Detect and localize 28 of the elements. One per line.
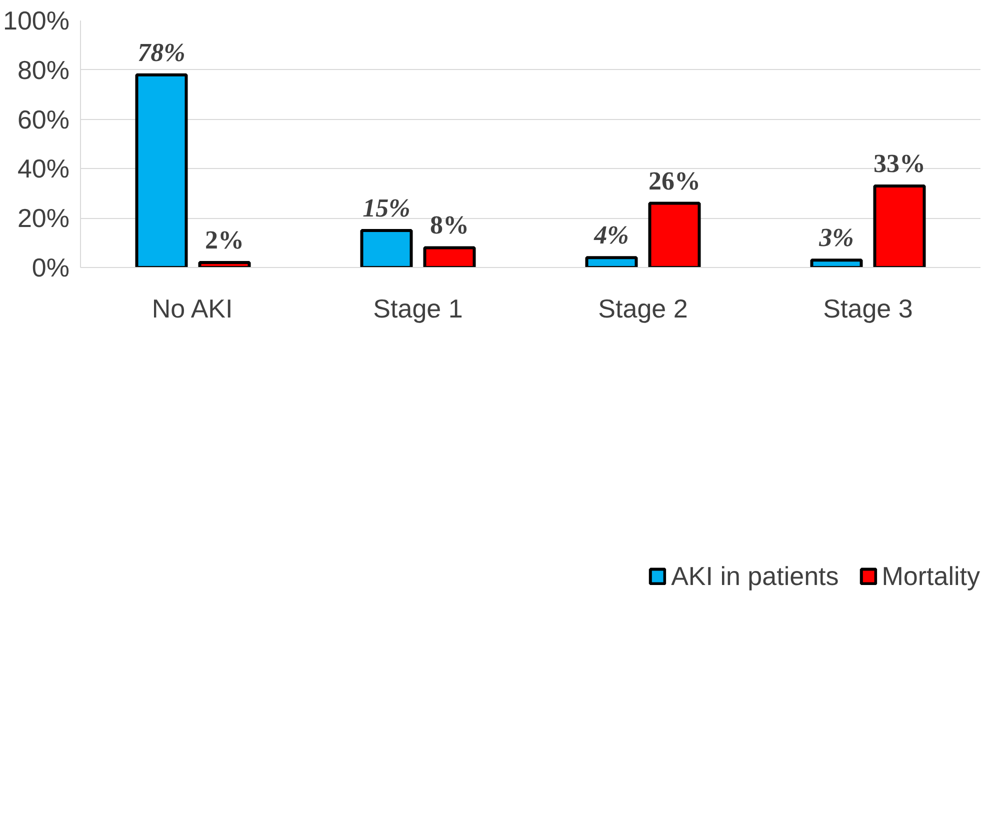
data-label: 4% (593, 220, 629, 250)
y-tick-label: 60% (17, 104, 70, 134)
bar (873, 184, 926, 268)
y-tick-label: 20% (17, 203, 70, 234)
data-label: 2% (205, 226, 244, 255)
bar (198, 261, 251, 268)
x-tick-label: Stage 2 (598, 294, 688, 324)
x-tick-label: Stage 1 (373, 294, 463, 324)
y-tick-label: 0% (32, 252, 70, 282)
x-tick-label: No AKI (152, 294, 233, 324)
data-label: 26% (648, 166, 700, 196)
legend-label: AKI in patients (671, 560, 839, 592)
data-label: 3% (818, 223, 854, 252)
bar (423, 246, 476, 268)
y-tick-label: 80% (17, 54, 70, 85)
data-label: 15% (362, 193, 410, 222)
legend-label: Mortality (882, 560, 980, 592)
bar (648, 202, 701, 268)
data-label: 8% (430, 210, 469, 240)
bar (585, 256, 638, 268)
bar (810, 258, 863, 268)
data-label: 33% (874, 148, 926, 178)
x-tick-label: Stage 3 (823, 294, 913, 324)
bar (360, 228, 413, 268)
y-tick-label: 100% (3, 6, 70, 36)
y-tick-label: 40% (17, 154, 70, 184)
data-label: 78% (138, 38, 186, 67)
bar (135, 73, 188, 268)
